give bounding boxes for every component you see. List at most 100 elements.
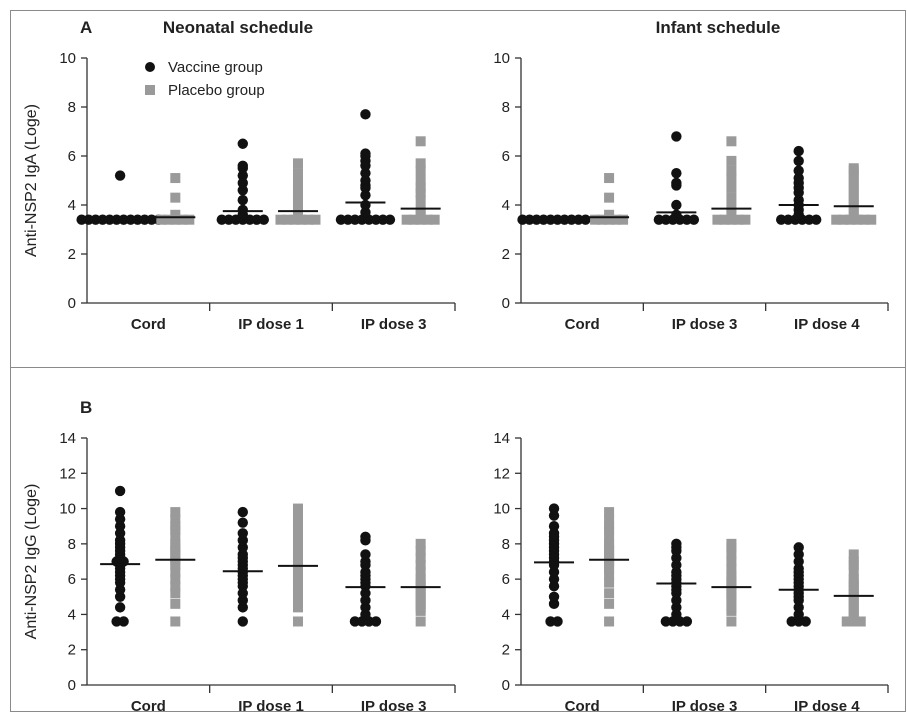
placebo-point (848, 163, 859, 174)
placebo-point (726, 136, 737, 147)
x-category-label: IP dose 1 (238, 698, 304, 713)
vaccine-point (237, 160, 248, 171)
vaccine-point (671, 538, 682, 550)
vaccine-point (360, 175, 371, 186)
placebo-point (401, 214, 412, 225)
plot-infant-igg: 0 2 4 6 8 10 12 14 Cord IP dose 3 IP dose 4 (493, 430, 889, 713)
legend-placebo-marker (145, 85, 155, 95)
placebo-point (170, 616, 181, 627)
vaccine-point (237, 528, 248, 539)
placebo-point (859, 214, 870, 225)
y-tick-label: 10 (59, 501, 76, 518)
placebo-point (292, 517, 303, 528)
placebo-point (170, 598, 181, 609)
vaccine-point (688, 214, 700, 225)
vaccine-point (237, 177, 248, 189)
plot-infant-iga: 0 2 4 6 8 10 Cord IP dose 3 IP dose 4 Infant sche… (493, 18, 889, 333)
placebo-point (170, 567, 181, 578)
y-tick-label: 8 (68, 99, 76, 116)
vaccine-point (360, 148, 371, 159)
vaccine-point (793, 155, 804, 167)
vaccine-point (681, 616, 693, 627)
x-category-label: IP dose 3 (361, 316, 427, 333)
placebo-point (726, 563, 737, 574)
placebo-point (415, 136, 426, 147)
placebo-point (415, 538, 426, 549)
placebo-point (866, 214, 877, 225)
vaccine-point (237, 194, 248, 206)
x-category-label: IP dose 1 (238, 316, 304, 333)
placebo-point (590, 214, 601, 225)
placebo-point (292, 588, 303, 599)
placebo-point (415, 195, 426, 206)
y-axis-label: Anti-NSP2 IgG (Loge) (23, 484, 40, 640)
placebo-point (726, 556, 737, 567)
placebo-point (415, 616, 426, 627)
vaccine-point (360, 207, 371, 218)
placebo-point (292, 503, 303, 514)
placebo-point (429, 214, 440, 225)
y-tick-label: 2 (68, 246, 76, 263)
placebo-point (170, 521, 181, 532)
placebo-point (292, 538, 303, 549)
placebo-point (604, 577, 615, 588)
placebo-point (156, 214, 167, 225)
placebo-point (726, 538, 737, 549)
placebo-point (170, 173, 181, 184)
placebo-point (604, 570, 615, 581)
placebo-point (170, 574, 181, 585)
placebo-point (604, 507, 615, 518)
placebo-point (292, 168, 303, 179)
vaccine-point (237, 138, 248, 149)
placebo-point (618, 214, 629, 225)
y-tick-label: 8 (502, 536, 510, 553)
vaccine-point (548, 591, 560, 602)
vaccine-point (360, 167, 371, 179)
placebo-point (597, 214, 608, 225)
placebo-point (415, 545, 426, 556)
vaccine-point (118, 616, 129, 627)
panel-b-label: B (80, 398, 92, 417)
placebo-point (726, 155, 737, 166)
placebo-point (292, 581, 303, 592)
placebo-point (415, 158, 426, 169)
placebo-point (282, 214, 293, 225)
placebo-point (848, 556, 859, 567)
x-category-label: IP dose 4 (794, 698, 860, 713)
placebo-point (275, 214, 286, 225)
y-tick-label: 14 (59, 430, 76, 447)
placebo-point (408, 214, 419, 225)
x-category-label: IP dose 3 (361, 698, 427, 713)
legend-placebo-label: Placebo group (168, 82, 265, 99)
placebo-point (415, 574, 426, 585)
vaccine-point (360, 190, 371, 201)
placebo-point (184, 214, 195, 225)
vaccine-point (114, 602, 126, 613)
placebo-point (838, 214, 849, 225)
vaccine-point (810, 214, 822, 225)
placebo-point (292, 545, 303, 556)
placebo-point (604, 209, 615, 220)
y-tick-label: 0 (68, 677, 76, 694)
vaccine-point (793, 542, 804, 553)
placebo-point (726, 173, 737, 184)
chart-title: Infant schedule (656, 18, 781, 37)
placebo-point (604, 521, 615, 532)
placebo-point (292, 595, 303, 606)
vaccine-point (548, 503, 560, 514)
placebo-point (422, 214, 433, 225)
vaccine-point (793, 172, 804, 184)
y-tick-label: 0 (68, 295, 76, 312)
placebo-point (604, 588, 615, 599)
y-tick-label: 6 (502, 571, 510, 588)
placebo-point (726, 209, 737, 220)
x-category-label: Cord (131, 316, 166, 333)
y-tick-label: 2 (68, 642, 76, 659)
placebo-point (611, 214, 622, 225)
vaccine-point (793, 165, 804, 176)
y-tick-label: 4 (68, 606, 76, 623)
placebo-point (170, 507, 181, 518)
plot-neonatal-iga: 0 2 4 6 8 10 Cord IP dose 1 IP dose 3 Neonatal sc… (23, 18, 456, 333)
vaccine-point (580, 214, 591, 225)
placebo-point (726, 549, 737, 560)
